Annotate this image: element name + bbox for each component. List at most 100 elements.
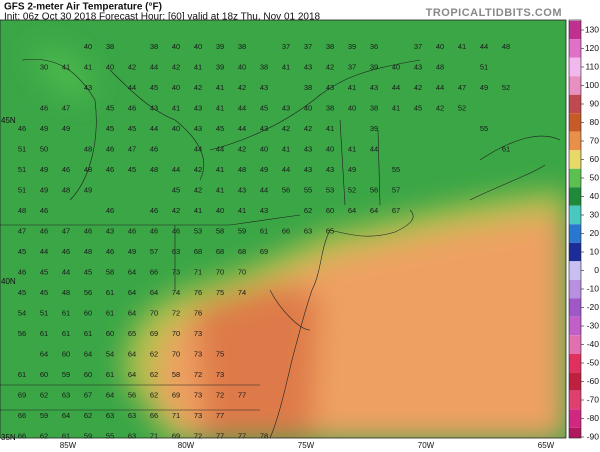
temperature-value: 64 — [128, 308, 136, 317]
temperature-value: 77 — [238, 431, 246, 440]
temperature-value: 46 — [106, 206, 114, 215]
temperature-value: 46 — [106, 144, 114, 153]
colorbar-label: -50 — [587, 357, 600, 367]
temperature-value: 37 — [348, 62, 356, 71]
temperature-value: 39 — [348, 42, 356, 51]
temperature-value: 63 — [304, 226, 312, 235]
temperature-value: 44 — [238, 103, 246, 112]
temperature-value: 41 — [194, 62, 202, 71]
temperature-value: 44 — [128, 83, 136, 92]
colorbar: 1301201101009080706050403020100-10-20-30… — [568, 19, 600, 441]
temperature-value: 41 — [216, 103, 224, 112]
temperature-value: 45 — [216, 124, 224, 133]
temperature-value: 49 — [40, 185, 48, 194]
temperature-value: 43 — [370, 83, 378, 92]
temperature-value: 42 — [326, 62, 334, 71]
colorbar-label: 130 — [585, 24, 599, 34]
temperature-value: 40 — [84, 42, 92, 51]
temperature-value: 45 — [128, 124, 136, 133]
temperature-value: 42 — [304, 124, 312, 133]
temperature-value: 66 — [18, 411, 26, 420]
temperature-value: 76 — [194, 308, 202, 317]
colorbar-label: -90 — [587, 431, 600, 441]
temperature-value: 52 — [348, 185, 356, 194]
temperature-value: 77 — [216, 431, 224, 440]
temperature-value: 41 — [458, 42, 466, 51]
temperature-value: 54 — [18, 308, 26, 317]
temperature-value: 43 — [238, 185, 246, 194]
colorbar-swatch — [569, 242, 581, 262]
temperature-value: 73 — [194, 329, 202, 338]
temperature-value: 62 — [84, 411, 92, 420]
temperature-value: 54 — [106, 349, 114, 358]
colorbar-swatch — [569, 427, 581, 438]
temperature-value: 66 — [282, 226, 290, 235]
temperature-value: 61 — [18, 370, 26, 379]
temperature-value: 42 — [238, 83, 246, 92]
temperature-value: 57 — [392, 185, 400, 194]
map-background — [0, 20, 566, 438]
temperature-value: 61 — [40, 329, 48, 338]
temperature-value: 42 — [172, 62, 180, 71]
temperature-value: 64 — [128, 288, 136, 297]
colorbar-label: 50 — [590, 172, 600, 182]
temperature-value: 45 — [150, 83, 158, 92]
colorbar-label: 10 — [590, 246, 600, 256]
temperature-value: 49 — [128, 247, 136, 256]
temperature-value: 58 — [172, 370, 180, 379]
colorbar-label: 100 — [585, 80, 599, 90]
temperature-value: 67 — [392, 206, 400, 215]
temperature-value: 46 — [40, 103, 48, 112]
temperature-value: 72 — [172, 308, 180, 317]
temperature-value: 46 — [62, 247, 70, 256]
temperature-value: 45 — [40, 267, 48, 276]
temperature-value: 45 — [106, 103, 114, 112]
colorbar-swatch — [569, 409, 581, 428]
temperature-value: 41 — [348, 144, 356, 153]
temperature-value: 38 — [304, 83, 312, 92]
temperature-value: 69 — [150, 329, 158, 338]
temperature-value: 39 — [216, 62, 224, 71]
temperature-value: 40 — [326, 144, 334, 153]
temperature-value: 42 — [172, 206, 180, 215]
temperature-value: 46 — [40, 206, 48, 215]
temperature-value: 64 — [128, 370, 136, 379]
colorbar-label: -10 — [587, 283, 600, 293]
temperature-value: 44 — [282, 165, 290, 174]
temperature-value: 70 — [216, 267, 224, 276]
temperature-value: 69 — [18, 390, 26, 399]
temperature-value: 69 — [172, 390, 180, 399]
temperature-value: 61 — [62, 431, 70, 440]
temperature-value: 51 — [18, 185, 26, 194]
colorbar-swatch — [569, 279, 581, 299]
temperature-value: 70 — [172, 349, 180, 358]
temperature-value: 38 — [238, 42, 246, 51]
temperature-value: 30 — [40, 62, 48, 71]
colorbar-label: -60 — [587, 376, 600, 386]
temperature-value: 56 — [84, 288, 92, 297]
colorbar-swatch — [569, 150, 581, 169]
lat-label: 40N — [1, 277, 16, 286]
colorbar-label: -40 — [587, 339, 600, 349]
temperature-value: 60 — [106, 329, 114, 338]
temperature-value: 65 — [128, 329, 136, 338]
temperature-value: 64 — [84, 349, 92, 358]
temperature-value: 74 — [172, 288, 180, 297]
temperature-value: 62 — [40, 390, 48, 399]
temperature-value: 67 — [84, 390, 92, 399]
temperature-value: 52 — [502, 83, 510, 92]
temperature-value: 40 — [216, 206, 224, 215]
temperature-value: 37 — [304, 42, 312, 51]
colorbar-label: 0 — [594, 265, 599, 275]
temperature-value: 46 — [150, 144, 158, 153]
lon-label: 70W — [418, 441, 435, 450]
colorbar-swatch — [569, 335, 581, 354]
temperature-value: 48 — [502, 42, 510, 51]
colorbar-label: -80 — [587, 413, 600, 423]
subtitle: Init: 06z Oct 30 2018 Forecast Hour: [60… — [4, 12, 321, 23]
colorbar-frame — [568, 19, 582, 439]
temperature-value: 46 — [40, 226, 48, 235]
temperature-value: 43 — [326, 83, 334, 92]
temperature-value: 59 — [84, 431, 92, 440]
temperature-value: 61 — [502, 144, 510, 153]
